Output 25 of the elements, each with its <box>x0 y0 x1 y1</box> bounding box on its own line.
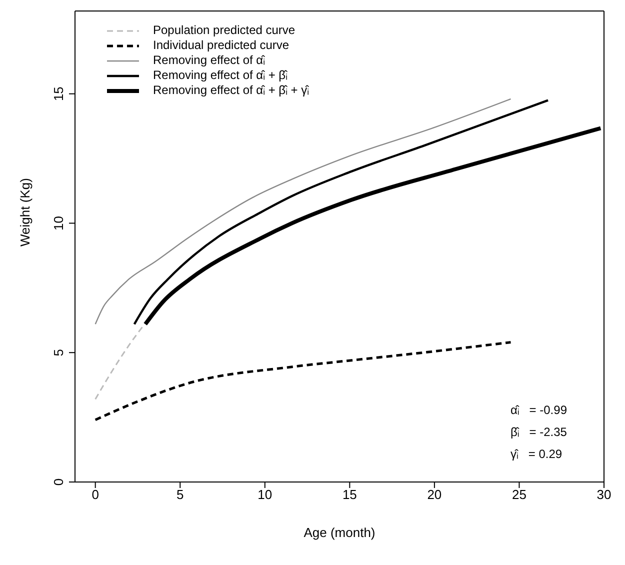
annotation: β̂ᵢ = -2.35 <box>510 424 567 441</box>
y-tick-label: 15 <box>51 86 66 102</box>
legend-label: Individual predicted curve <box>153 38 290 53</box>
line-series <box>133 99 550 326</box>
y-tick-label: 10 <box>51 216 66 230</box>
x-tick-label: 5 <box>176 487 184 502</box>
x-tick-label: 0 <box>92 487 99 502</box>
x-axis-title: Age (month) <box>304 525 376 540</box>
y-axis-title: Weight (Kg) <box>18 178 33 246</box>
y-tick-label: 5 <box>51 348 66 356</box>
annotation: α̂ᵢ = -0.99 <box>510 402 567 419</box>
legend-label: Removing effect of α̂ᵢ + β̂ᵢ + γ̂ᵢ <box>153 83 310 98</box>
annotation: γ̂ᵢ = 0.29 <box>510 446 564 463</box>
line-series <box>94 341 512 422</box>
line-series <box>143 126 603 326</box>
x-tick-label: 10 <box>258 487 272 502</box>
x-tick-label: 20 <box>427 487 442 502</box>
x-tick-label: 30 <box>596 487 612 502</box>
line-series <box>94 98 512 325</box>
x-tick-label: 25 <box>512 487 526 502</box>
x-tick-label: 15 <box>342 487 357 502</box>
legend-label: Population predicted curve <box>153 23 296 38</box>
y-tick-label: 0 <box>51 478 66 486</box>
legend-label: Removing effect of α̂ᵢ + β̂ᵢ <box>153 68 288 83</box>
legend-label: Removing effect of α̂ᵢ <box>153 53 265 68</box>
